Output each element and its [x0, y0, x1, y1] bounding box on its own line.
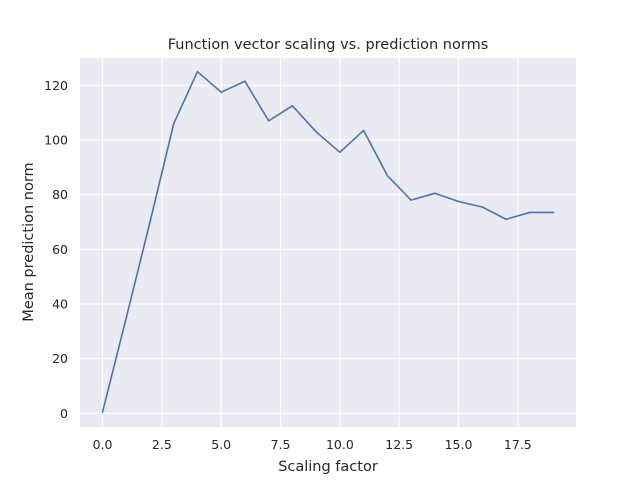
y-tick-label: 80 [52, 187, 68, 202]
x-axis-label: Scaling factor [278, 459, 378, 475]
data-point [267, 120, 270, 122]
x-tick-label: 5.0 [211, 437, 231, 452]
y-tick-label: 100 [44, 133, 68, 148]
x-tick-label: 15.0 [445, 437, 473, 452]
data-point [386, 174, 389, 177]
y-tick-label: 60 [52, 242, 68, 257]
data-point [172, 122, 175, 125]
data-point [410, 199, 412, 201]
y-tick-labels: 0 20 40 60 80 100 120 [44, 78, 68, 421]
x-tick-label: 0.0 [93, 437, 113, 452]
y-tick-label: 0 [60, 406, 68, 421]
x-tick-label: 17.5 [504, 437, 532, 452]
chart-title: Function vector scaling vs. prediction n… [168, 37, 489, 53]
y-tick-label: 20 [52, 351, 68, 366]
data-point [362, 129, 365, 132]
data-point [149, 221, 151, 223]
data-point [552, 211, 555, 214]
series-line [101, 70, 555, 413]
x-tick-label: 7.5 [271, 437, 291, 452]
x-tick-label: 10.0 [326, 437, 354, 452]
data-point [315, 131, 317, 133]
data-point [220, 91, 223, 93]
data-point [457, 200, 460, 203]
plot-background [80, 58, 576, 427]
y-axis-label: Mean prediction norm [21, 162, 37, 321]
data-point [339, 151, 341, 154]
x-tick-labels: 0.0 2.5 5.0 7.5 10.0 12.5 15.0 17.5 [93, 437, 532, 452]
data-point [291, 105, 294, 107]
data-point [505, 218, 507, 221]
data-point [433, 192, 436, 195]
data-point [196, 70, 199, 73]
y-tick-label: 40 [52, 297, 68, 312]
data-point [125, 316, 128, 319]
data-point [101, 411, 104, 413]
data-points [101, 70, 555, 413]
x-tick-label: 12.5 [385, 437, 413, 452]
data-point [481, 206, 484, 208]
data-point [528, 211, 531, 214]
data-point [244, 80, 246, 83]
grid [80, 58, 576, 427]
x-tick-label: 2.5 [152, 437, 172, 452]
y-tick-label: 120 [44, 78, 68, 93]
